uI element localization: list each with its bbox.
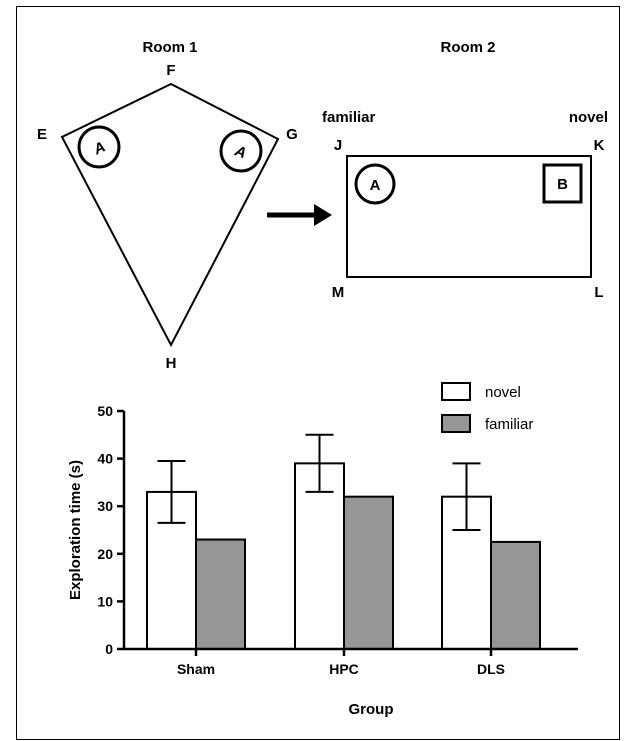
error-bars [157,433,481,531]
room1-corner-f: F [166,62,175,79]
y-axis-label: Exploration time (s) [67,460,84,600]
bar-hpc-familiar [343,495,394,650]
room2-object-b [542,163,583,204]
bar-sham-familiar [195,538,246,651]
legend-label-novel: novel [485,384,521,401]
y-tick-label-4: 40 [97,451,113,467]
legend-swatch-familiar [441,414,471,433]
x-axis-tick-labels: Sham HPC DLS [177,649,505,677]
y-tick-label-0: 0 [105,641,113,657]
room2-object-a [354,163,396,205]
legend-swatch-novel [441,382,471,401]
room1-corner-h: H [166,355,177,372]
room2-object-b-label: B [557,176,568,193]
room2-novel-label: novel [569,109,608,126]
room2-title: Room 2 [440,39,495,56]
y-tick-label-5: 50 [97,403,113,419]
room1-object-left [77,125,121,169]
x-tick-label-sham: Sham [177,661,215,677]
bar-chart: 0 10 20 30 40 50 Sham HPC DLS Exploration time … [67,382,578,718]
x-axis-label: Group [349,701,394,718]
y-tick-label-2: 20 [97,546,113,562]
room2-object-a-label: A [370,177,381,194]
room2-diagram: Room 2 familiar novel J K L M A B [322,39,608,301]
transfer-arrow [267,204,332,226]
y-tick-label-3: 30 [97,498,113,514]
room2-corner-m: M [332,284,345,301]
room1-object-right-label: A [232,142,249,162]
room1-object-left-label: A [90,138,108,158]
y-tick-label-1: 10 [97,593,113,609]
bars [146,462,541,651]
room1-diagram: Room 1 F E G H A A [37,39,298,372]
room2-corner-k: K [594,137,605,154]
room2-corner-l: L [594,284,603,301]
legend: novel familiar [441,382,533,433]
legend-label-familiar: familiar [485,416,533,433]
room1-kite [60,82,280,348]
room1-corner-g: G [286,126,298,143]
x-tick-label-dls: DLS [477,661,505,677]
room1-corner-e: E [37,126,47,143]
x-tick-label-hpc: HPC [329,661,359,677]
room1-title: Room 1 [142,39,197,56]
figure-border [16,6,620,740]
room2-corner-j: J [334,137,342,154]
y-axis-ticks: 0 10 20 30 40 50 [97,403,124,657]
bar-dls-familiar [490,540,541,651]
room1-object-right [219,129,263,173]
room2-rectangle [346,155,592,278]
room2-familiar-label: familiar [322,109,376,126]
